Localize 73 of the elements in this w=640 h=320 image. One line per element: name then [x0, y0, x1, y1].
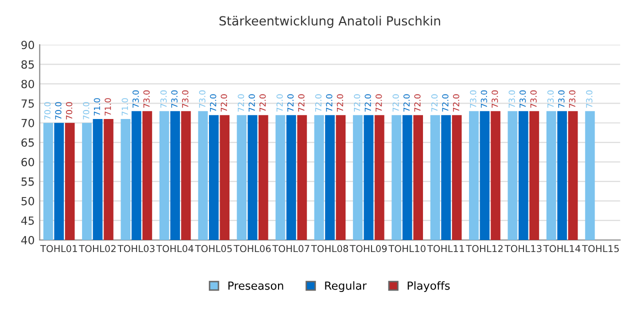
- data-label: 73.0: [558, 90, 565, 108]
- x-tick-label: TOHL15: [582, 245, 619, 252]
- y-tick-label: 90: [21, 40, 34, 50]
- data-label: 72.0: [442, 94, 448, 112]
- data-label: 72.0: [287, 94, 294, 112]
- data-label: 72.0: [336, 94, 344, 112]
- x-tick-label: TOHL01: [40, 245, 77, 252]
- y-tick-label: 50: [22, 196, 34, 206]
- data-label: 73.0: [492, 90, 498, 108]
- y-tick-label: 70: [22, 118, 34, 128]
- data-label: 72.0: [376, 94, 382, 112]
- data-label: 71.0: [122, 98, 128, 116]
- y-tick-label: 45: [21, 216, 34, 225]
- y-tick-label: 80: [21, 80, 34, 88]
- x-tick-label: TOHL08: [311, 245, 348, 252]
- data-label: 72.0: [298, 94, 304, 112]
- data-label: 72.0: [259, 94, 266, 112]
- legend-label: Preseason: [228, 282, 284, 290]
- x-tick-label: TOHL14: [543, 245, 580, 252]
- data-label: 72.0: [364, 94, 372, 112]
- data-label: 73.0: [586, 90, 592, 108]
- x-tick-label: TOHL10: [388, 245, 426, 252]
- data-label: 70.0: [55, 102, 62, 120]
- data-label: 73.0: [508, 90, 515, 108]
- data-label: 73.0: [547, 90, 554, 108]
- data-label: 72.0: [315, 94, 322, 112]
- data-label: 72.0: [354, 94, 360, 112]
- data-label: 72.0: [238, 94, 244, 112]
- data-label: 71.0: [94, 98, 100, 116]
- y-tick-label: 75: [22, 99, 34, 108]
- legend-label: Playoffs: [408, 281, 450, 292]
- data-label: 73.0: [480, 90, 488, 108]
- x-tick-label: TOHL09: [350, 245, 387, 252]
- data-label: 71.0: [104, 98, 111, 116]
- y-tick-label: 40: [21, 236, 34, 244]
- data-label: 73.0: [182, 90, 188, 108]
- x-tick-label: TOHL12: [466, 245, 503, 252]
- x-tick-label: TOHL07: [272, 245, 310, 252]
- data-label: 72.0: [431, 94, 438, 112]
- x-tick-label: TOHL04: [156, 245, 194, 252]
- x-tick-label: TOHL03: [118, 245, 154, 252]
- data-label: 72.0: [276, 94, 283, 112]
- data-label: 73.0: [569, 90, 576, 108]
- data-label: 72.0: [248, 94, 255, 112]
- data-label: 73.0: [470, 90, 476, 108]
- x-tick-label: TOHL11: [427, 245, 464, 252]
- y-tick-label: 55: [22, 178, 34, 186]
- x-tick-label: TOHL13: [504, 245, 542, 252]
- y-tick-label: 65: [21, 138, 34, 147]
- data-label: 72.0: [403, 94, 410, 112]
- data-label: 73.0: [171, 90, 178, 108]
- data-label: 73.0: [199, 90, 206, 108]
- y-tick-label: 60: [21, 158, 34, 166]
- data-label: 73.0: [132, 90, 139, 108]
- data-label: 72.0: [392, 94, 399, 112]
- data-label: 72.0: [220, 94, 228, 112]
- data-label: 72.0: [210, 94, 216, 112]
- x-tick-label: TOHL05: [195, 245, 232, 252]
- data-label: 70.0: [44, 102, 51, 120]
- data-label: 73.0: [530, 90, 537, 108]
- data-label: 72.0: [414, 94, 421, 112]
- data-label: 70.0: [83, 102, 90, 120]
- data-label: 73.0: [520, 90, 526, 108]
- y-tick-label: 85: [21, 60, 34, 69]
- data-label: 72.0: [452, 94, 460, 112]
- x-tick-label: TOHL02: [78, 245, 116, 252]
- data-label: 70.0: [66, 102, 72, 120]
- x-tick-label: TOHL06: [234, 245, 271, 252]
- chart-title: Stärkeentwicklung Anatoli Puschkin: [220, 16, 440, 28]
- legend-label: Regular: [325, 281, 367, 292]
- data-label: 72.0: [326, 94, 332, 112]
- data-label: 73.0: [160, 90, 167, 108]
- data-label: 73.0: [143, 90, 150, 108]
